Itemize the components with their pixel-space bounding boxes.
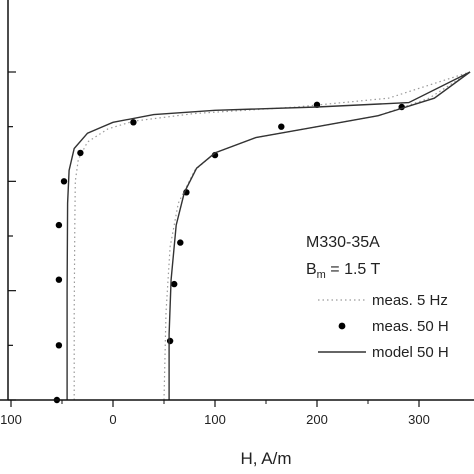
legend-label-5hz: meas. 5 Hz — [372, 292, 448, 309]
axis-layer — [0, 0, 474, 401]
data-point-1 — [55, 342, 63, 349]
tick-layer: 100 0 100 200 300 — [0, 71, 430, 427]
x-tick-label-0: 100 — [0, 412, 22, 427]
x-tick-label-1: 0 — [109, 412, 116, 427]
data-point-5 — [77, 149, 84, 157]
field-label: Bm = 1.5 T — [306, 261, 380, 281]
legend-label-50hz-meas: meas. 50 H — [372, 318, 449, 335]
data-point-14 — [278, 123, 285, 130]
data-point-9 — [166, 337, 174, 345]
data-point-2 — [55, 276, 63, 283]
data-point-11 — [177, 239, 184, 246]
series-0-branch-0-line — [73, 71, 471, 400]
field-main: B — [306, 261, 317, 278]
field-sub: m — [317, 269, 326, 281]
legend-label-50hz-model: model 50 H — [372, 344, 449, 361]
material-label: M330-35A — [306, 234, 380, 251]
material-annotation: M330-35A Bm = 1.5 T — [306, 234, 380, 281]
x-axis-title: H, A/m — [240, 449, 291, 468]
data-point-10 — [171, 280, 178, 288]
legend: meas. 5 Hz meas. 50 H model 50 H — [318, 292, 449, 361]
x-tick-label-3: 200 — [306, 412, 328, 427]
series-2-branch-0-line — [66, 71, 471, 400]
series-layer — [53, 71, 471, 404]
field-value: = 1.5 T — [326, 261, 381, 278]
series-2-branch-1-line — [168, 71, 471, 400]
data-point-4 — [60, 178, 68, 185]
x-tick-label-4: 300 — [408, 412, 430, 427]
data-point-6 — [130, 119, 137, 126]
x-tick-label-2: 100 — [204, 412, 226, 427]
data-point-3 — [55, 221, 63, 229]
legend-swatch-marker — [338, 322, 346, 330]
